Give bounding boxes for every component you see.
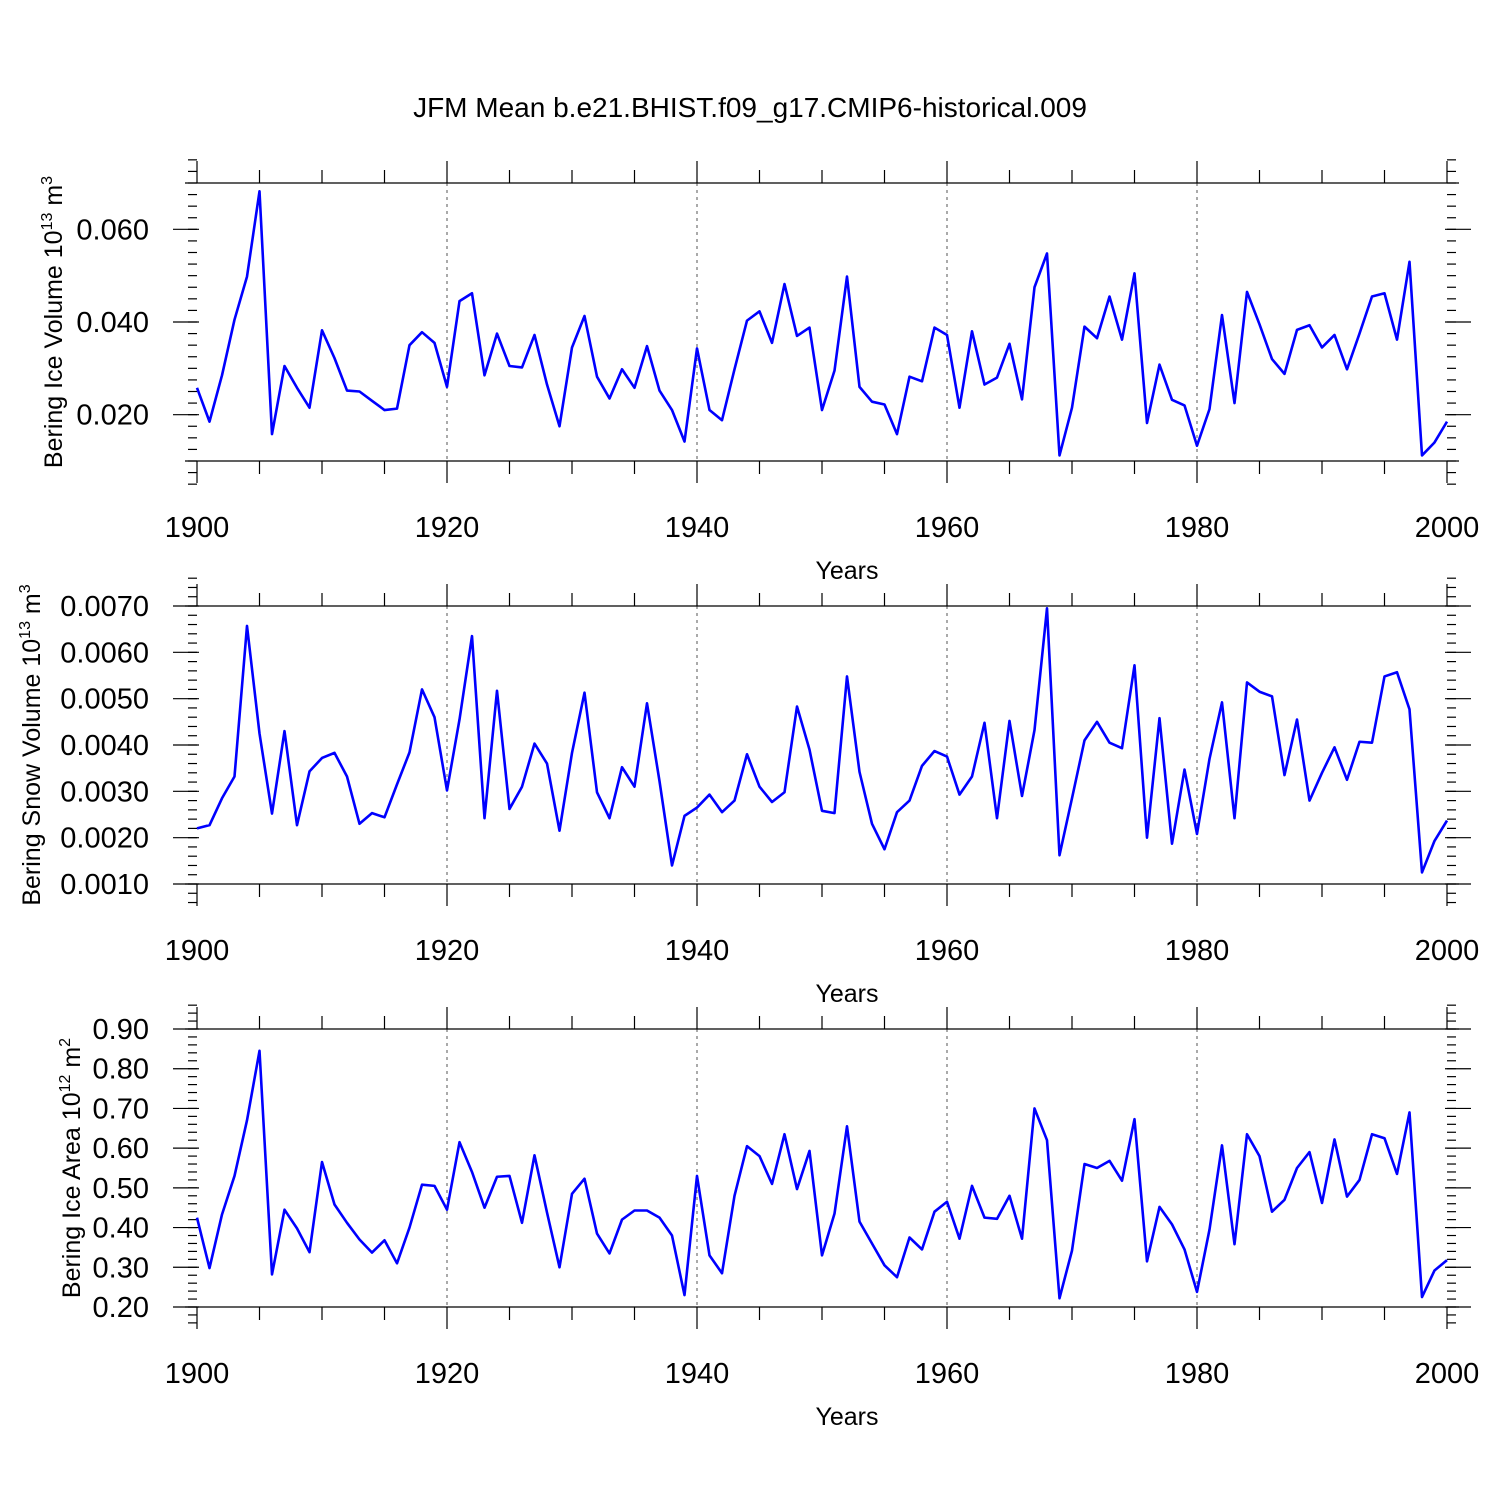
x-tick-label-1960: 1960 bbox=[915, 935, 980, 967]
y-tick-label: 0.020 bbox=[76, 400, 149, 432]
y-tick-label: 0.90 bbox=[93, 1014, 149, 1046]
y-tick-label: 0.0030 bbox=[60, 776, 149, 808]
x-tick-label-2000: 2000 bbox=[1415, 512, 1480, 544]
y-tick-label: 0.060 bbox=[76, 214, 149, 246]
y-tick-label: 0.0010 bbox=[60, 869, 149, 901]
x-tick-label-1920: 1920 bbox=[415, 512, 480, 544]
y-tick-label: 0.0050 bbox=[60, 684, 149, 716]
y-axis-label: Bering Ice Volume 1013 m3 bbox=[39, 176, 68, 468]
x-tick-label-1940: 1940 bbox=[665, 1358, 730, 1390]
x-tick-label-1900: 1900 bbox=[165, 1358, 230, 1390]
y-tick-label: 0.40 bbox=[93, 1213, 149, 1245]
panel-3: 1900 1920 1940 1960 1980 2000 0.20 0.30 0.40 0.50… bbox=[57, 1004, 1480, 1431]
panel-2: 1900 1920 1940 1960 1980 2000 0.0010 0.0020 0.00… bbox=[17, 577, 1480, 1008]
x-tick-label-1980: 1980 bbox=[1165, 1358, 1230, 1390]
y-axis-label: Bering Snow Volume 1013 m3 bbox=[17, 584, 46, 905]
x-axis-label: Years bbox=[815, 980, 878, 1008]
x-tick-label-1960: 1960 bbox=[915, 512, 980, 544]
y-tick-label: 0.80 bbox=[93, 1054, 149, 1086]
x-tick-label-1940: 1940 bbox=[665, 512, 730, 544]
x-axis-label: Years bbox=[815, 557, 878, 585]
x-tick-label-2000: 2000 bbox=[1415, 935, 1480, 967]
x-tick-label-1980: 1980 bbox=[1165, 935, 1230, 967]
x-tick-label-1900: 1900 bbox=[165, 512, 230, 544]
y-tick-label: 0.0040 bbox=[60, 730, 149, 762]
y-tick-label: 0.30 bbox=[93, 1252, 149, 1284]
y-tick-label: 0.0070 bbox=[60, 591, 149, 623]
y-tick-label: 0.0060 bbox=[60, 637, 149, 669]
x-tick-label-1920: 1920 bbox=[415, 1358, 480, 1390]
x-tick-label-1980: 1980 bbox=[1165, 512, 1230, 544]
y-tick-label: 0.0020 bbox=[60, 823, 149, 855]
x-tick-label-1920: 1920 bbox=[415, 935, 480, 967]
x-tick-label-1960: 1960 bbox=[915, 1358, 980, 1390]
x-tick-label-1900: 1900 bbox=[165, 935, 230, 967]
series-line bbox=[195, 190, 1449, 457]
x-tick-label-1940: 1940 bbox=[665, 935, 730, 967]
panels: 1900 1920 1940 1960 1980 2000 0.020 0.040 0.060 Y… bbox=[17, 159, 1480, 1431]
y-tick-label: 0.20 bbox=[93, 1292, 149, 1324]
y-tick-label: 0.60 bbox=[93, 1133, 149, 1165]
y-tick-label: 0.70 bbox=[93, 1093, 149, 1125]
series-line bbox=[196, 607, 1449, 874]
chart-title: JFM Mean b.e21.BHIST.f09_g17.CMIP6-histo… bbox=[413, 92, 1087, 123]
x-axis-label: Years bbox=[815, 1403, 878, 1431]
y-axis-label: Bering Ice Area 1012 m2 bbox=[57, 1038, 86, 1298]
series-line bbox=[195, 1049, 1448, 1300]
y-tick-label: 0.50 bbox=[93, 1173, 149, 1205]
y-tick-label: 0.040 bbox=[76, 307, 149, 339]
panel-1: 1900 1920 1940 1960 1980 2000 0.020 0.040 0.060 Y… bbox=[39, 159, 1480, 585]
x-tick-label-2000: 2000 bbox=[1415, 1358, 1480, 1390]
